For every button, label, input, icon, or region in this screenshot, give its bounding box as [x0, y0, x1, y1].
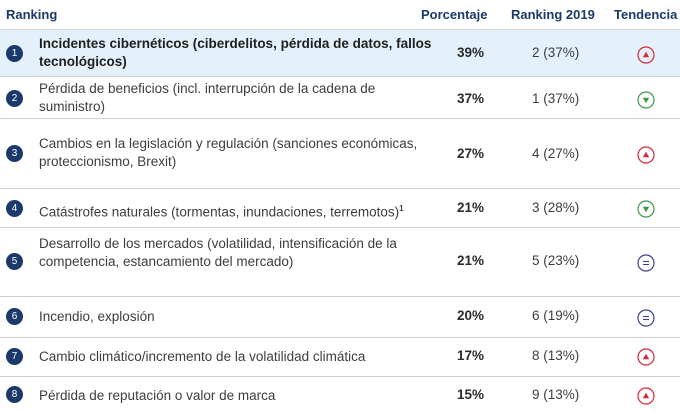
- header-tendencia: Tendencia: [614, 7, 678, 22]
- footnote-marker: 1: [399, 204, 404, 213]
- percentage-value: 21%: [457, 200, 485, 215]
- trend-up-icon: [637, 387, 655, 405]
- percentage-value: 17%: [457, 348, 485, 363]
- trend-same-icon: [637, 309, 655, 327]
- trend-same-icon: [637, 254, 655, 272]
- ranking-2019-value: 6 (19%): [532, 308, 580, 323]
- rank-badge: 6: [6, 308, 23, 325]
- ranking-2019-value: 3 (28%): [532, 200, 580, 215]
- rank-badge: 8: [6, 386, 23, 403]
- risk-label: Incendio, explosión: [39, 309, 155, 324]
- risk-label: Incidentes cibernéticos (ciberdelitos, p…: [39, 36, 432, 69]
- header-porcentaje: Porcentaje: [421, 7, 488, 22]
- percentage-value: 37%: [457, 91, 485, 106]
- table-row: 4 Catástrofes naturales (tormentas, inun…: [0, 189, 680, 228]
- table-row: 6 Incendio, explosión 20% 6 (19%): [0, 297, 680, 338]
- ranking-2019-value: 1 (37%): [532, 91, 580, 106]
- trend-up-icon: [637, 348, 655, 366]
- ranking-2019-value: 8 (13%): [532, 348, 580, 363]
- rank-badge: 7: [6, 348, 23, 365]
- percentage-value: 27%: [457, 146, 485, 161]
- header-ranking-2019: Ranking 2019: [511, 7, 595, 22]
- risk-label: Cambio climático/incremento de la volati…: [39, 349, 366, 364]
- risk-label: Pérdida de beneficios (incl. interrupció…: [39, 81, 376, 114]
- table-row: 7 Cambio climático/incremento de la vola…: [0, 338, 680, 377]
- percentage-value: 21%: [457, 253, 485, 268]
- risk-label: Cambios en la legislación y regulación (…: [39, 136, 418, 169]
- percentage-value: 15%: [457, 387, 485, 402]
- percentage-value: 39%: [457, 45, 485, 60]
- rank-badge: 2: [6, 90, 23, 107]
- rank-badge: 5: [6, 253, 23, 270]
- table-row: 1 Incidentes cibernéticos (ciberdelitos,…: [0, 30, 680, 77]
- table-row: 5 Desarrollo de los mercados (volatilida…: [0, 228, 680, 297]
- trend-up-icon: [637, 146, 655, 164]
- ranking-2019-value: 9 (13%): [532, 387, 580, 402]
- risk-label: Desarrollo de los mercados (volatilidad,…: [39, 236, 397, 269]
- ranking-2019-value: 4 (27%): [532, 146, 580, 161]
- trend-up-icon: [637, 46, 655, 64]
- header-ranking: Ranking: [6, 7, 58, 22]
- risk-label: Pérdida de reputación o valor de marca: [39, 388, 276, 403]
- table-row: 2 Pérdida de beneficios (incl. interrupc…: [0, 77, 680, 119]
- table-row: 3 Cambios en la legislación y regulación…: [0, 119, 680, 189]
- trend-down-icon: [637, 91, 655, 109]
- trend-down-icon: [637, 200, 655, 218]
- ranking-2019-value: 2 (37%): [532, 45, 580, 60]
- ranking-2019-value: 5 (23%): [532, 253, 580, 268]
- rank-badge: 3: [6, 145, 23, 162]
- rank-badge: 4: [6, 200, 23, 217]
- risk-label-text: Catástrofes naturales (tormentas, inunda…: [39, 204, 400, 220]
- table-row: 8 Pérdida de reputación o valor de marca…: [0, 377, 680, 412]
- table-header: Ranking Porcentaje Ranking 2019 Tendenci…: [0, 0, 680, 30]
- rank-badge: 1: [6, 45, 23, 62]
- risk-label: Catástrofes naturales (tormentas, inunda…: [39, 200, 444, 222]
- percentage-value: 20%: [457, 308, 485, 323]
